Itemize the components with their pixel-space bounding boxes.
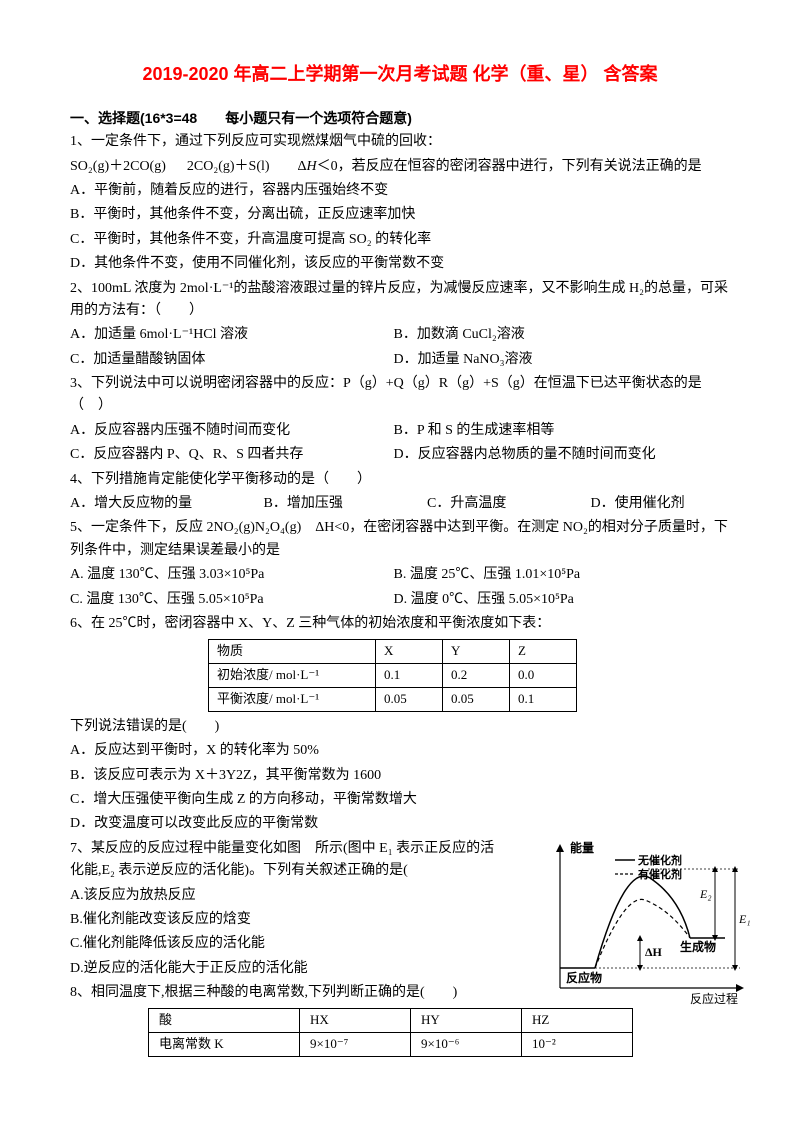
- q6-table: 物质 X Y Z 初始浓度/ mol·L⁻¹ 0.1 0.2 0.0 平衡浓度/…: [208, 639, 577, 711]
- q3-row1: A．反应容器内压强不随时间而变化 B．P 和 S 的生成速率相等: [70, 420, 730, 442]
- q5-optB: B. 温度 25℃、压强 1.01×10⁵Pa: [394, 567, 581, 582]
- q6-optB: B．该反应可表示为 X＋3Y2Z，其平衡常数为 1600: [70, 765, 730, 787]
- q7-optD: D.逆反应的活化能大于正反应的活化能: [70, 958, 500, 980]
- q5-optA: A. 温度 130℃、压强 3.03×10⁵Pa: [70, 564, 390, 586]
- q5-row1: A. 温度 130℃、压强 3.03×10⁵Pa B. 温度 25℃、压强 1.…: [70, 564, 730, 586]
- cell: 物质: [209, 640, 376, 664]
- cell: 9×10⁻⁶: [411, 1033, 522, 1057]
- q1-optD: D．其他条件不变，使用不同催化剂，该反应的平衡常数不变: [70, 253, 730, 275]
- q4-optB: B．增加压强: [264, 493, 424, 515]
- q1-optC: C．平衡时，其他条件不变，升高温度可提高 SO₂ 的转化率: [70, 229, 730, 251]
- q1-eq-tail: ＜0，若反应在恒容的密闭容器中进行，下列有关说法正确的是: [317, 159, 702, 174]
- energy-diagram: 能量 反应过程 反应物 生成物 无催化剂 有催化剂: [540, 838, 750, 1008]
- cell: 10⁻²: [522, 1033, 633, 1057]
- q7-optB: B.催化剂能改变该反应的焓变: [70, 909, 500, 931]
- q2-row1: A．加适量 6mol·L⁻¹HCl 溶液 B．加数滴 CuCl₂溶液: [70, 324, 730, 346]
- q6-stem: 6、在 25℃时，密闭容器中 X、Y、Z 三种气体的初始浓度和平衡浓度如下表：: [70, 613, 730, 635]
- equilibrium-icon: [169, 159, 183, 174]
- q3-optC: C．反应容器内 P、Q、R、S 四者共存: [70, 444, 390, 466]
- cell: HX: [300, 1009, 411, 1033]
- q2-optA: A．加适量 6mol·L⁻¹HCl 溶液: [70, 324, 390, 346]
- q5-stem: 5、一定条件下，反应 2NO₂(g)N₂O₄(g) ΔH<0，在密闭容器中达到平…: [70, 517, 730, 562]
- q4-optC: C．升高温度: [427, 493, 587, 515]
- q4-optA: A．增大反应物的量: [70, 493, 260, 515]
- cell: 0.05: [443, 687, 510, 711]
- page-title: 2019-2020 年高二上学期第一次月考试题 化学（重、星） 含答案: [70, 60, 730, 89]
- reactant-label: 反应物: [566, 970, 602, 985]
- q1-eq-right: 2CO₂(g)＋S(l) Δ: [187, 159, 307, 174]
- table-row: 平衡浓度/ mol·L⁻¹ 0.05 0.05 0.1: [209, 687, 577, 711]
- e1-label: E₁: [738, 912, 750, 926]
- section-heading: 一、选择题(16*3=48 每小题只有一个选项符合题意): [70, 107, 730, 129]
- cell: 0.1: [376, 664, 443, 688]
- cell: 平衡浓度/ mol·L⁻¹: [209, 687, 376, 711]
- cell: Y: [443, 640, 510, 664]
- table-row: 酸 HX HY HZ: [149, 1009, 633, 1033]
- q7-stem: 7、某反应的反应过程中能量变化如图 所示(图中 E₁ 表示正反应的活化能,E₂ …: [70, 838, 500, 883]
- ylabel: 能量: [570, 840, 594, 855]
- q5-optC: C. 温度 130℃、压强 5.05×10⁵Pa: [70, 589, 390, 611]
- q8-table: 酸 HX HY HZ 电离常数 K 9×10⁻⁷ 9×10⁻⁶ 10⁻²: [148, 1008, 633, 1057]
- q3-optD: D．反应容器内总物质的量不随时间而变化: [394, 447, 656, 462]
- exam-page: 2019-2020 年高二上学期第一次月考试题 化学（重、星） 含答案 一、选择…: [0, 0, 800, 1097]
- q6-sub: 下列说法错误的是( ): [70, 716, 730, 738]
- table-row: 物质 X Y Z: [209, 640, 577, 664]
- q5-row2: C. 温度 130℃、压强 5.05×10⁵Pa D. 温度 0℃、压强 5.0…: [70, 589, 730, 611]
- q2-optD: D．加适量 NaNO₃溶液: [394, 352, 533, 367]
- cell: 0.0: [510, 664, 577, 688]
- q6-optA: A．反应达到平衡时，X 的转化率为 50%: [70, 740, 730, 762]
- q7-optC: C.催化剂能降低该反应的活化能: [70, 933, 500, 955]
- legend1: 无催化剂: [637, 853, 682, 867]
- q2-stem: 2、100mL 浓度为 2mol·L⁻¹的盐酸溶液跟过量的锌片反应，为减慢反应速…: [70, 278, 730, 323]
- e2-label: E₂: [699, 887, 712, 901]
- cell: 酸: [149, 1009, 300, 1033]
- cell: X: [376, 640, 443, 664]
- table-row: 初始浓度/ mol·L⁻¹ 0.1 0.2 0.0: [209, 664, 577, 688]
- q1-optA: A．平衡前，随着反应的进行，容器内压强始终不变: [70, 180, 730, 202]
- q3-stem: 3、下列说法中可以说明密闭容器中的反应：P（g）+Q（g）R（g）+S（g）在恒…: [70, 373, 730, 418]
- cell: 0.2: [443, 664, 510, 688]
- q4-stem: 4、下列措施肯定能使化学平衡移动的是（ ）: [70, 469, 730, 491]
- q3-row2: C．反应容器内 P、Q、R、S 四者共存 D．反应容器内总物质的量不随时间而变化: [70, 444, 730, 466]
- xlabel: 反应过程: [690, 991, 738, 1006]
- q6-optC: C．增大压强使平衡向生成 Z 的方向移动，平衡常数增大: [70, 789, 730, 811]
- q1-stem1: 1、一定条件下，通过下列反应可实现燃煤烟气中硫的回收：: [70, 131, 730, 153]
- cell: 电离常数 K: [149, 1033, 300, 1057]
- q4-row: A．增大反应物的量 B．增加压强 C．升高温度 D．使用催化剂: [70, 493, 730, 515]
- dh-label: ΔH: [645, 945, 663, 959]
- q1-eq-left: SO₂(g)＋2CO(g): [70, 159, 166, 174]
- q2-optC: C．加适量醋酸钠固体: [70, 349, 390, 371]
- q3-optA: A．反应容器内压强不随时间而变化: [70, 420, 390, 442]
- cell: 9×10⁻⁷: [300, 1033, 411, 1057]
- cell: HY: [411, 1009, 522, 1033]
- q1-stem2: SO₂(g)＋2CO(g) 2CO₂(g)＋S(l) ΔH＜0，若反应在恒容的密…: [70, 156, 730, 178]
- table-row: 电离常数 K 9×10⁻⁷ 9×10⁻⁶ 10⁻²: [149, 1033, 633, 1057]
- q5-optD: D. 温度 0℃、压强 5.05×10⁵Pa: [394, 592, 574, 607]
- q7-optA: A.该反应为放热反应: [70, 885, 500, 907]
- cell: 0.1: [510, 687, 577, 711]
- cell: 初始浓度/ mol·L⁻¹: [209, 664, 376, 688]
- cell: Z: [510, 640, 577, 664]
- cell: 0.05: [376, 687, 443, 711]
- q1-optB: B．平衡时，其他条件不变，分离出硫，正反应速率加快: [70, 204, 730, 226]
- cell: HZ: [522, 1009, 633, 1033]
- q3-optB: B．P 和 S 的生成速率相等: [394, 423, 555, 438]
- q2-optB: B．加数滴 CuCl₂溶液: [394, 327, 525, 342]
- q4-optD: D．使用催化剂: [591, 496, 685, 511]
- product-label: 生成物: [680, 939, 716, 954]
- q2-row2: C．加适量醋酸钠固体 D．加适量 NaNO₃溶液: [70, 349, 730, 371]
- q7-block: 能量 反应过程 反应物 生成物 无催化剂 有催化剂: [70, 838, 730, 980]
- q6-optD: D．改变温度可以改变此反应的平衡常数: [70, 813, 730, 835]
